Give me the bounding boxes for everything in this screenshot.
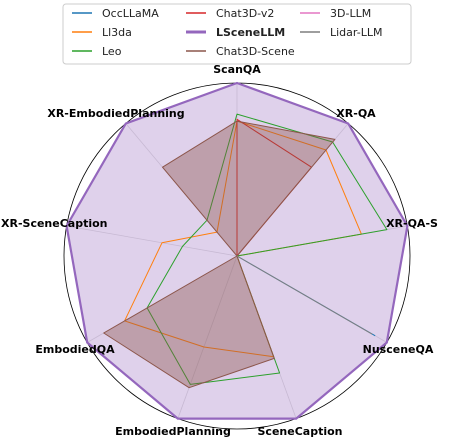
axis-label-embodiedplanning: EmbodiedPlanning — [115, 425, 231, 438]
grid-spoke — [66, 225, 238, 257]
axis-label-xr-qa: XR-QA — [336, 107, 376, 120]
legend: OccLLaMA Ll3da Leo Chat3D-v2 LSceneLLM Chat3D… — [62, 3, 412, 65]
axis-labels: ScanQA XR-QA XR-QA-S NusceneQA SceneCaption E… — [1, 63, 438, 438]
legend-label-lscenellm: LSceneLLM — [216, 26, 285, 39]
series-lidar-llm — [236, 255, 373, 335]
legend-label-lidar-llm: Lidar-LLM — [330, 26, 382, 39]
axis-label-scanqa: ScanQA — [213, 63, 261, 76]
legend-label-occllama: OccLLaMA — [102, 7, 159, 20]
legend-label-ll3da: Ll3da — [102, 26, 132, 39]
axis-label-xr-embodiedplanning: XR-EmbodiedPlanning — [47, 107, 184, 120]
series-leo — [146, 113, 388, 385]
legend-label-chat3d-v2: Chat3D-v2 — [216, 7, 274, 20]
axis-label-embodiedqa: EmbodiedQA — [35, 343, 115, 356]
grid-spoke — [177, 255, 238, 419]
series-ll3da — [124, 120, 362, 358]
legend-label-chat3d-scene: Chat3D-Scene — [216, 45, 295, 58]
legend-label-3d-llm: 3D-LLM — [330, 7, 371, 20]
axis-label-scenecaption: SceneCaption — [258, 425, 343, 438]
radar-series — [65, 81, 409, 420]
legend-box — [62, 3, 412, 65]
axis-label-nusceneqa: NusceneQA — [363, 343, 434, 356]
legend-label-leo: Leo — [102, 45, 122, 58]
axis-label-xr-scenecaption: XR-SceneCaption — [1, 217, 108, 230]
series-chat3d-scene — [103, 120, 336, 389]
axis-label-xr-qa-s: XR-QA-S — [386, 217, 438, 230]
